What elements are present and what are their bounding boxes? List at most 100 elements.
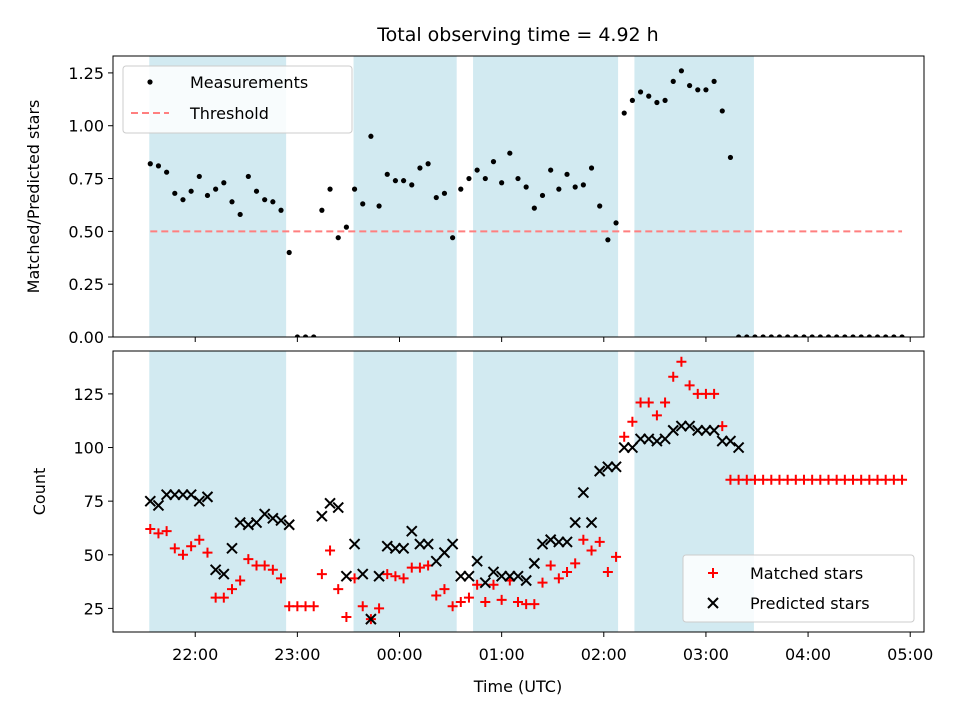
series-1-point: [422, 538, 434, 550]
series-0-point: [588, 165, 595, 171]
series-1-point: [536, 538, 549, 550]
shaded-band-1: [353, 56, 457, 337]
series-0-point: [169, 543, 180, 554]
series-0-point: [431, 590, 442, 601]
series-0-point: [654, 99, 660, 106]
shaded-band-2: [473, 56, 619, 337]
x-tick-label: 03:00: [683, 645, 729, 664]
series-0-point: [825, 334, 832, 337]
series-1-point: [316, 510, 328, 522]
x-tick-label: 00:00: [376, 645, 422, 664]
series-1-point: [602, 461, 614, 473]
series-0-point: [858, 334, 864, 337]
series-0-point: [611, 551, 622, 562]
series-0-point: [736, 334, 742, 337]
series-0-point: [660, 397, 671, 408]
series-1-point: [585, 516, 598, 529]
series-0-point: [556, 186, 562, 192]
y-tick-label: 0.25: [68, 275, 104, 294]
series-0-point: [226, 584, 237, 595]
series-0-point: [392, 178, 399, 184]
x-tick-label: 01:00: [479, 645, 525, 664]
series-0-point: [711, 78, 717, 84]
series-0-point: [414, 562, 425, 573]
series-0-point: [360, 201, 366, 207]
series-0-point: [335, 235, 341, 241]
series-0-point: [164, 169, 170, 175]
series-0-point: [433, 194, 439, 201]
series-0-point: [809, 334, 815, 337]
series-0-point: [629, 97, 635, 103]
series-1-point: [569, 516, 581, 529]
series-0-point: [311, 334, 317, 337]
series-0-point: [450, 235, 456, 241]
series-0-point: [235, 575, 246, 586]
series-1-point: [495, 570, 508, 582]
series-0-point: [455, 596, 466, 607]
series-0-point: [512, 596, 523, 607]
series-1-point: [201, 491, 214, 503]
series-1-point: [340, 570, 353, 582]
series-0-point: [646, 93, 652, 99]
shaded-band-2: [473, 351, 619, 632]
series-1-point: [716, 435, 728, 447]
series-0-point: [188, 188, 194, 194]
series-0-point: [374, 603, 385, 614]
x-tick-label: 05:00: [887, 645, 933, 664]
series-1-point: [553, 536, 565, 548]
y-tick-label: 0.75: [68, 170, 104, 189]
series-1-point: [373, 570, 385, 582]
series-0-point: [594, 536, 605, 547]
series-0-point: [417, 165, 423, 171]
legend-label-measurements: Measurements: [190, 73, 308, 92]
series-0-point: [153, 528, 164, 539]
series-0-point: [785, 334, 791, 337]
series-0-point: [480, 596, 491, 607]
series-1-point: [324, 497, 336, 510]
series-1-point: [643, 433, 655, 445]
series-1-point: [144, 495, 156, 507]
series-1-point: [218, 568, 230, 580]
series-0-point: [458, 186, 464, 192]
chart-title: Total observing time = 4.92 h: [376, 24, 658, 46]
series-0-point: [684, 380, 695, 391]
series-0-point: [564, 171, 570, 177]
series-0-point: [850, 334, 856, 337]
series-0-point: [874, 334, 881, 337]
series-0-point: [351, 186, 358, 192]
series-0-point: [243, 554, 254, 565]
series-1-point: [544, 534, 557, 546]
series-0-point: [390, 571, 401, 582]
series-0-point: [891, 334, 897, 337]
series-0-point: [194, 534, 205, 545]
series-0-point: [474, 167, 480, 173]
series-0-point: [376, 203, 382, 209]
series-0-point: [768, 334, 774, 337]
panel-data: [144, 356, 908, 625]
series-0-point: [553, 573, 564, 584]
series-0-point: [327, 186, 333, 192]
series-0-point: [578, 534, 589, 545]
series-1-point: [634, 433, 647, 445]
series-0-point: [752, 334, 758, 337]
series-0-point: [409, 182, 415, 188]
series-0-point: [539, 192, 546, 199]
series-0-point: [703, 87, 709, 93]
series-1-point: [528, 557, 541, 570]
series-1-point: [430, 555, 442, 567]
x-tick-label: 02:00: [581, 645, 627, 664]
series-1-point: [512, 570, 524, 582]
series-0-point: [384, 171, 390, 177]
series-1-point: [667, 424, 679, 437]
series-0-point: [842, 334, 848, 337]
series-0-point: [883, 334, 889, 337]
shaded-band-1: [353, 351, 457, 632]
series-1-point: [438, 546, 451, 559]
series-0-point: [202, 547, 213, 558]
series-0-point: [382, 569, 393, 580]
series-1-point: [267, 512, 279, 525]
series-1-point: [185, 489, 197, 501]
series-0-point: [447, 601, 458, 612]
series-1-point: [708, 424, 720, 437]
series-1-point: [397, 542, 410, 555]
